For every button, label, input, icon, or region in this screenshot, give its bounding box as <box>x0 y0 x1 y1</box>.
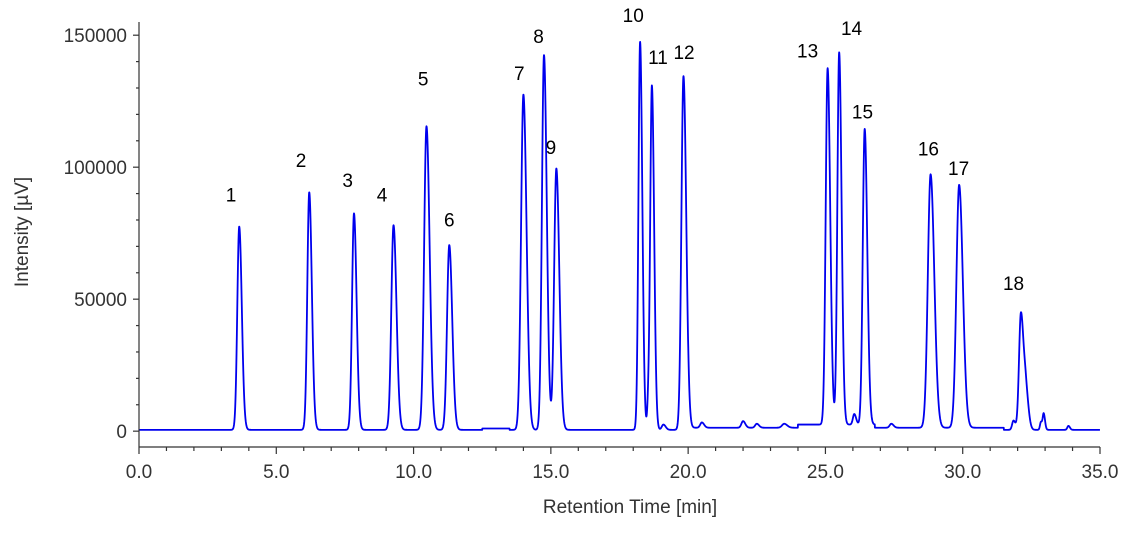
peak-label-5: 5 <box>418 69 429 90</box>
peak-label-13: 13 <box>797 42 818 63</box>
y-axis-title: Intensity [µV] <box>12 177 33 287</box>
peak-label-2: 2 <box>296 151 307 172</box>
y-tick-label: 100000 <box>64 158 127 179</box>
chromatogram-trace <box>138 41 1101 431</box>
y-tick-label: 150000 <box>64 26 127 47</box>
x-tick-label: 0.0 <box>126 462 152 483</box>
peak-label-18: 18 <box>1003 274 1024 295</box>
x-tick-label: 30.0 <box>944 462 981 483</box>
x-tick-label: 5.0 <box>263 462 289 483</box>
peak-label-1: 1 <box>226 186 237 207</box>
x-axis-title: Retention Time [min] <box>543 497 717 518</box>
peak-label-4: 4 <box>377 186 388 207</box>
peak-label-11: 11 <box>648 48 668 69</box>
x-tick-label: 35.0 <box>1082 462 1119 483</box>
peak-label-15: 15 <box>852 102 873 123</box>
x-tick-label: 15.0 <box>532 462 569 483</box>
peak-label-12: 12 <box>673 43 694 64</box>
peak-label-14: 14 <box>841 19 863 40</box>
peak-label-10: 10 <box>623 6 644 27</box>
peak-label-3: 3 <box>342 171 353 192</box>
x-tick-label: 10.0 <box>395 462 432 483</box>
x-tick-label: 25.0 <box>807 462 844 483</box>
axes: 0 50000 100000 150000 0.0 5.0 10.0 15.0 20.0 25.0… <box>64 22 1119 483</box>
x-tick-label: 20.0 <box>670 462 707 483</box>
y-tick-label: 50000 <box>74 290 127 311</box>
peak-label-6: 6 <box>444 211 455 232</box>
peak-label-8: 8 <box>533 27 544 48</box>
peak-label-17: 17 <box>948 159 969 180</box>
peak-label-9: 9 <box>546 138 557 159</box>
peak-label-16: 16 <box>918 139 939 160</box>
peak-label-7: 7 <box>514 64 525 85</box>
y-tick-label: 0 <box>116 422 127 443</box>
